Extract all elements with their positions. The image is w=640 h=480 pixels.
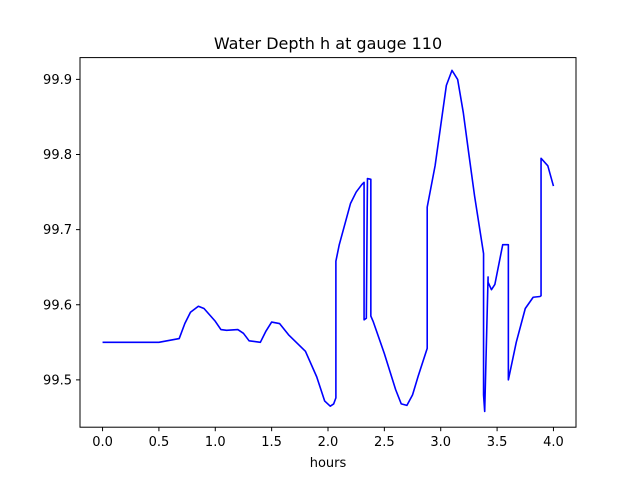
y-tick-label: 99.8: [43, 148, 72, 163]
x-tick-label: 4.0: [543, 435, 564, 450]
y-tick-label: 99.7: [43, 223, 72, 238]
x-tick-label: 3.0: [430, 435, 451, 450]
x-tick-label: 2.0: [318, 435, 339, 450]
x-axis: 0.0 0.5 1.0 1.5 2.0 2.5 3.0 3.5 4.0: [92, 427, 564, 450]
y-tick-label: 99.5: [43, 373, 72, 388]
x-tick-label: 0.5: [149, 435, 170, 450]
plot-area-frame: [79, 57, 577, 428]
x-axis-label: hours: [310, 456, 347, 471]
x-tick-label: 1.0: [205, 435, 226, 450]
chart-title: Water Depth h at gauge 110: [214, 34, 442, 53]
x-tick-label: 3.5: [487, 435, 508, 450]
series-line: [102, 69, 555, 413]
x-tick-label: 2.5: [374, 435, 395, 450]
x-tick-label: 1.5: [261, 435, 282, 450]
y-tick-label: 99.6: [43, 298, 72, 313]
y-tick-label: 99.9: [43, 73, 72, 88]
y-axis: 99.5 99.6 99.7 99.8 99.9: [43, 73, 80, 388]
x-tick-label: 0.0: [92, 435, 113, 450]
